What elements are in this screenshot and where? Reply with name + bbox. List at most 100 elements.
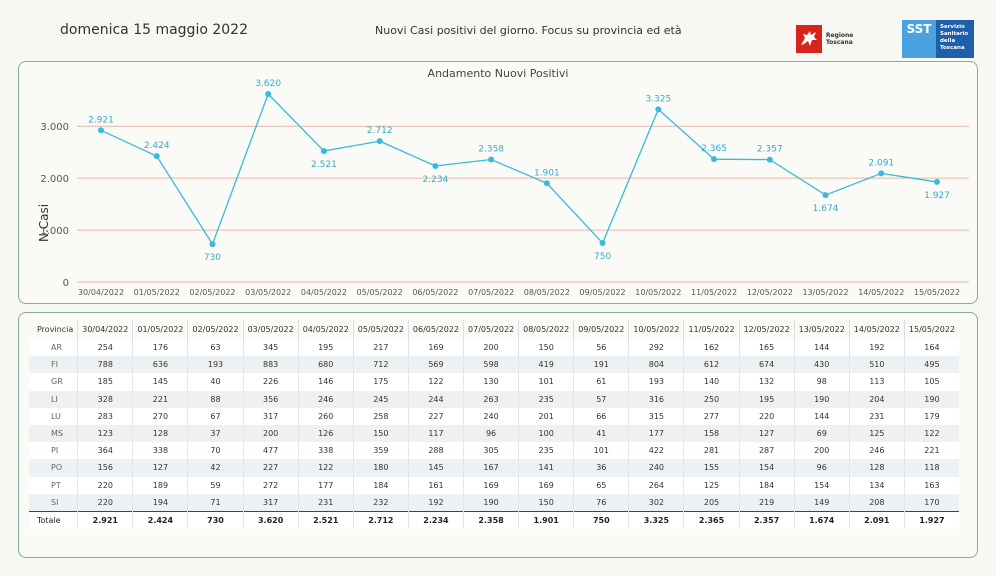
table-cell: 246 [848, 442, 905, 460]
x-tick-label: 08/05/2022 [524, 288, 570, 297]
table-cell: 192 [407, 493, 464, 512]
x-tick-label: 09/05/2022 [580, 288, 626, 297]
table-cell: 788 [77, 356, 133, 374]
total-row: Totale 2.921 2.424 730 3.620 2.521 2.712 2.234 2… [29, 510, 959, 530]
data-label: 2.424 [144, 141, 170, 151]
row-label: GR [29, 373, 78, 391]
table-cell: 201 [518, 407, 574, 425]
table-cell: 195 [297, 339, 354, 357]
table-cell: 154 [793, 476, 850, 494]
x-tick-label: 06/05/2022 [412, 288, 458, 297]
table-cell: 76 [573, 493, 629, 512]
table-cell: 220 [77, 476, 133, 494]
table-panel: Provincia 30/04/2022 01/05/2022 02/05/2022 0… [18, 312, 978, 558]
table-cell: 2.091 [848, 510, 905, 530]
data-label: 2.358 [478, 145, 504, 155]
table-cell: 302 [628, 493, 684, 512]
table-cell: 680 [297, 356, 354, 374]
table-cell: 122 [297, 459, 354, 477]
table-cell: 612 [683, 356, 740, 374]
table-cell: 146 [297, 373, 354, 391]
table-cell: 165 [738, 339, 795, 357]
table-cell: 122 [903, 424, 959, 443]
table-cell: 96 [463, 424, 519, 443]
table-cell: 338 [132, 442, 188, 460]
table-cell: 145 [132, 373, 188, 391]
regione-toscana-logo: Regione Toscana [796, 24, 882, 54]
column-header-date: 14/05/2022 [848, 320, 905, 339]
table-cell: 277 [683, 407, 740, 425]
table-cell: 177 [628, 424, 684, 443]
column-header-date: 13/05/2022 [793, 320, 850, 339]
table-cell: 245 [352, 390, 409, 408]
table-cell: 288 [407, 442, 464, 460]
table-cell: 42 [187, 459, 244, 477]
data-label: 2.521 [311, 160, 337, 170]
table-cell: 345 [242, 339, 299, 357]
table-cell: 200 [793, 442, 850, 460]
table-cell: 169 [518, 476, 574, 494]
table-row: SI 220 194 71 317 231 232 192 190 150 76 302 205 219 1… [29, 493, 959, 512]
row-label: PI [29, 442, 78, 460]
table-cell: 804 [628, 356, 684, 374]
table-cell: 169 [407, 339, 464, 357]
table-cell: 162 [683, 339, 740, 357]
data-point [488, 156, 495, 163]
table-cell: 510 [848, 356, 905, 374]
table-cell: 169 [463, 476, 519, 494]
x-tick-label: 02/05/2022 [189, 288, 235, 297]
data-label: 1.674 [813, 204, 839, 214]
data-label: 3.620 [255, 79, 281, 89]
table-cell: 105 [903, 373, 959, 391]
table-cell: 190 [903, 390, 959, 408]
row-label: AR [29, 339, 78, 357]
table-cell: 140 [683, 373, 740, 391]
column-header-date: 03/05/2022 [242, 320, 299, 339]
table-cell: 598 [463, 356, 519, 374]
row-label: PT [29, 476, 78, 494]
table-cell: 127 [738, 424, 795, 443]
y-tick-label: 2.000 [40, 174, 69, 185]
table-cell: 128 [848, 459, 905, 477]
table-cell: 128 [132, 424, 188, 443]
table-cell: 2.358 [463, 510, 519, 530]
table-cell: 167 [463, 459, 519, 477]
chart-title: Andamento Nuovi Positivi [427, 67, 569, 80]
x-tick-label: 11/05/2022 [691, 288, 737, 297]
table-cell: 750 [573, 510, 629, 530]
table-cell: 2.712 [352, 510, 409, 530]
table-row: PT 220 189 59 272 177 184 161 169 169 65 264 125 184 1… [29, 476, 959, 494]
table-cell: 195 [738, 390, 795, 408]
data-label: 750 [594, 252, 611, 262]
table-cell: 208 [848, 493, 905, 512]
table-cell: 232 [352, 493, 409, 512]
sst-name: Servizio Sanitario della Toscana [936, 20, 974, 58]
data-point [934, 178, 940, 185]
table-cell: 141 [518, 459, 574, 477]
row-label: PO [29, 459, 78, 477]
x-tick-label: 14/05/2022 [858, 288, 904, 297]
table-cell: 88 [187, 390, 244, 408]
table-cell: 59 [187, 476, 244, 494]
table-cell: 200 [242, 424, 299, 443]
data-point [766, 156, 773, 163]
table-cell: 125 [683, 476, 740, 494]
table-cell: 179 [903, 407, 959, 425]
table-cell: 317 [242, 493, 299, 512]
table-cell: 495 [903, 356, 959, 374]
table-row: FI 788 636 193 883 680 712 569 598 419 191 804 612 67… [29, 356, 959, 374]
table-cell: 63 [187, 339, 244, 357]
table-cell: 270 [132, 407, 188, 425]
table-cell: 175 [352, 373, 409, 391]
table-cell: 101 [573, 442, 629, 460]
table-cell: 283 [77, 407, 133, 425]
column-header-date: 05/05/2022 [352, 320, 409, 339]
table-cell: 569 [407, 356, 464, 374]
column-header-date: 04/05/2022 [297, 320, 354, 339]
data-point [209, 241, 216, 248]
table-cell: 144 [793, 339, 850, 357]
table-cell: 287 [738, 442, 795, 460]
y-tick-label: 1.000 [40, 226, 69, 237]
table-cell: 57 [573, 390, 629, 408]
table-cell: 305 [463, 442, 519, 460]
